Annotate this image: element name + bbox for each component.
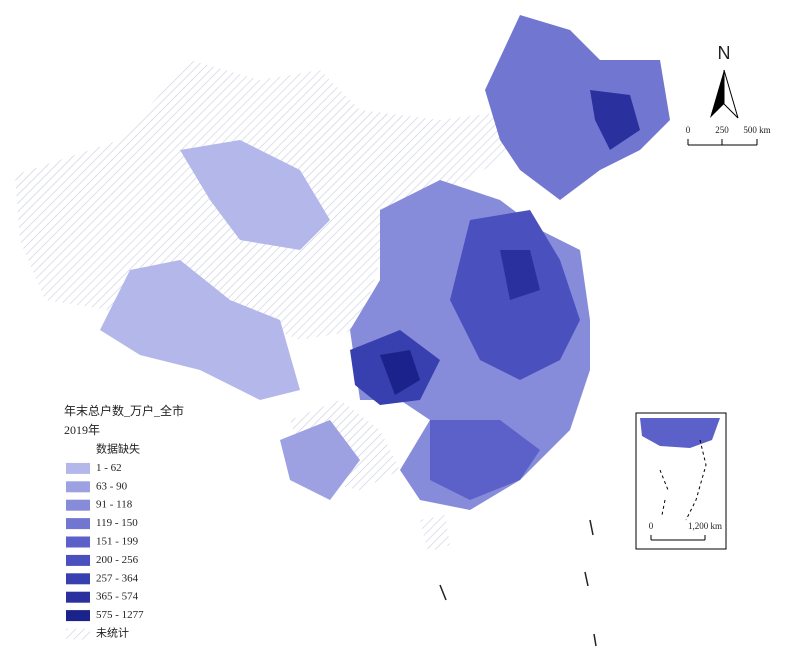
- inset-scale-label: 0: [649, 521, 654, 531]
- legend-swatch: [66, 462, 90, 474]
- inset: [635, 412, 727, 550]
- legend-title: 年末总户数_万户_全市: [64, 403, 184, 418]
- unreported-region: [420, 515, 450, 552]
- legend-label: 未统计: [96, 627, 129, 640]
- scale-label: 500 km: [743, 125, 770, 135]
- legend-swatch: [66, 554, 90, 566]
- region: [590, 90, 640, 150]
- legend-swatch: [66, 573, 90, 585]
- legend-swatch: [66, 481, 90, 493]
- legend-swatch: [66, 610, 90, 622]
- scale-bar: [687, 139, 758, 146]
- legend-label: 数据缺失: [96, 442, 140, 456]
- legend-label: 575 - 1277: [96, 609, 144, 621]
- region: [380, 350, 420, 395]
- scale-label: 250: [715, 125, 729, 135]
- legend: 年末总户数_万户_全市 2019年 数据缺失 1 - 62 63 - 90 91 - …: [64, 403, 184, 640]
- legend-swatch: [66, 499, 90, 511]
- north-label: N: [718, 43, 731, 63]
- legend-label: 119 - 150: [96, 517, 138, 529]
- legend-label: 365 - 574: [96, 591, 139, 603]
- legend-subtitle: 2019年: [64, 423, 100, 437]
- legend-label: 91 - 118: [96, 499, 133, 511]
- region: [485, 15, 670, 200]
- legend-swatch: [66, 518, 90, 530]
- region: [100, 260, 300, 400]
- legend-swatch: [66, 628, 90, 640]
- legend-swatch: [65, 444, 91, 456]
- scale-label: 0: [686, 125, 691, 135]
- legend-label: 1 - 62: [96, 462, 122, 474]
- inset-scale-label: 1,200 km: [688, 521, 722, 531]
- legend-label: 151 - 199: [96, 536, 139, 548]
- legend-swatch: [66, 591, 90, 603]
- legend-swatch: [66, 536, 90, 548]
- region: [280, 420, 360, 500]
- region: [500, 250, 540, 300]
- north-arrow: N: [710, 43, 739, 119]
- legend-label: 200 - 256: [96, 554, 139, 566]
- legend-label: 63 - 90: [96, 480, 128, 492]
- region: [180, 140, 330, 250]
- island-marks: [439, 519, 597, 647]
- region: [430, 420, 540, 500]
- legend-label: 257 - 364: [96, 572, 139, 584]
